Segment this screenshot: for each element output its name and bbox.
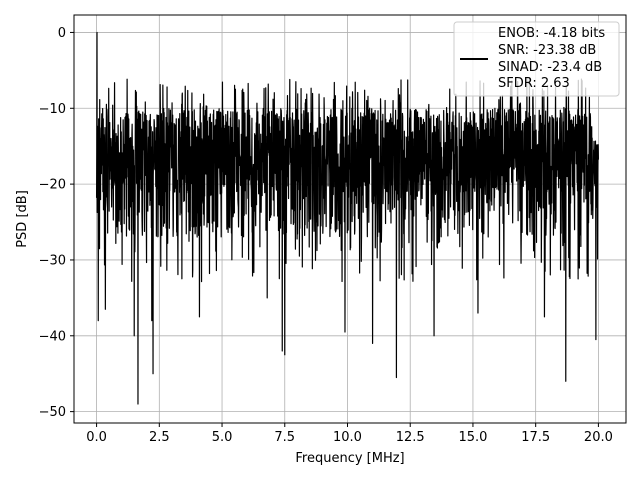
- y-tick-label: −20: [39, 178, 66, 193]
- x-tick-label: 10.0: [333, 430, 362, 445]
- y-tick-label: −40: [39, 329, 66, 344]
- y-axis-label: PSD [dB]: [15, 190, 30, 248]
- x-axis-ticks: 0.0 2.5 5.0 7.5 10.0 12.5 15.0 17.5 20.0: [86, 423, 613, 445]
- x-tick-label: 5.0: [212, 430, 233, 445]
- x-tick-label: 15.0: [458, 430, 487, 445]
- legend-box: [453, 21, 620, 97]
- legend: ENOB: -4.18 bits SNR: -23.38 dB SINAD: -…: [453, 21, 620, 97]
- psd-series: [95, 31, 599, 405]
- x-tick-label: 0.0: [86, 430, 107, 445]
- legend-entry-sinad: SINAD: -23.4 dB: [498, 60, 602, 75]
- x-tick-label: 20.0: [584, 430, 613, 445]
- x-axis-label: Frequency [MHz]: [295, 451, 404, 466]
- y-tick-label: −10: [39, 102, 66, 117]
- x-tick-label: 7.5: [274, 430, 295, 445]
- legend-entry-enob: ENOB: -4.18 bits: [498, 26, 605, 41]
- y-tick-label: 0: [58, 26, 66, 41]
- legend-entry-sfdr: SFDR: 2.63: [498, 76, 570, 91]
- y-tick-label: −30: [39, 253, 66, 268]
- x-tick-label: 12.5: [396, 430, 425, 445]
- plot-frame: [73, 14, 627, 424]
- x-tick-label: 2.5: [149, 430, 170, 445]
- legend-entry-snr: SNR: -23.38 dB: [498, 43, 596, 58]
- y-axis-ticks: 0 −10 −20 −30 −40 −50: [39, 26, 74, 420]
- psd-line: [95, 31, 599, 405]
- y-tick-label: −50: [39, 405, 66, 420]
- x-tick-label: 17.5: [521, 430, 550, 445]
